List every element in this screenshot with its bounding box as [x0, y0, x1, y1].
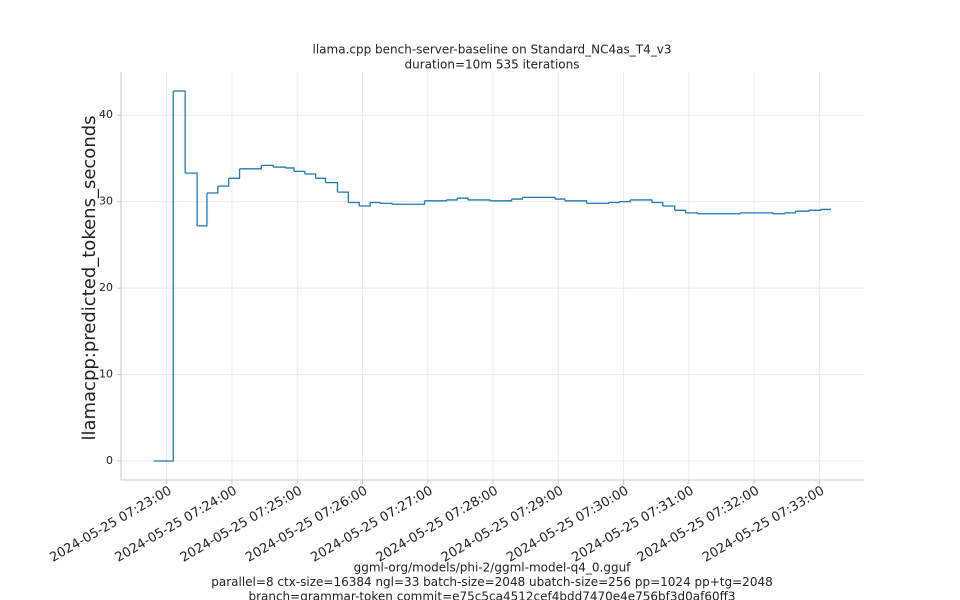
- x-tick-label: 2024-05-25 07:25:00: [178, 484, 305, 566]
- line-segment: [206, 186, 219, 194]
- x-tick-label: 2024-05-25 07:23:00: [47, 484, 174, 566]
- line-segment: [739, 212, 774, 214]
- y-tick-label: 0: [106, 454, 113, 467]
- x-tick-label: 2024-05-25 07:30:00: [504, 484, 631, 566]
- x-tick-label: 2024-05-25 07:32:00: [635, 484, 762, 566]
- line-segment: [197, 193, 208, 227]
- line-segment: [359, 202, 371, 207]
- line-segment: [228, 168, 241, 179]
- x-tick-label: 2024-05-25 07:27:00: [308, 484, 435, 566]
- y-tick-label: 20: [99, 281, 113, 294]
- y-tick-label: 10: [99, 368, 113, 381]
- line-segment: [651, 201, 664, 206]
- line-segment: [795, 210, 810, 212]
- line-segment: [457, 197, 469, 200]
- line-segment: [337, 191, 350, 203]
- line-segment: [185, 172, 198, 226]
- line-segment: [619, 199, 631, 203]
- line-segment: [173, 90, 186, 174]
- line-segment: [315, 177, 327, 183]
- line-segment: [820, 208, 831, 211]
- line-segment: [511, 197, 524, 200]
- line-segment: [153, 91, 174, 462]
- x-tick-label: 2024-05-25 07:24:00: [113, 484, 240, 566]
- line-segment: [772, 212, 786, 215]
- x-tick-label: 2024-05-25 07:31:00: [570, 484, 697, 566]
- line-segment: [586, 202, 610, 205]
- x-axis-label: branch=grammar-token commit=e75c5ca4512c…: [248, 590, 735, 600]
- line-segment: [608, 201, 620, 204]
- line-segment: [446, 198, 458, 201]
- line-segment: [630, 199, 653, 203]
- line-segment: [379, 202, 393, 205]
- line-segment: [662, 205, 676, 211]
- line-segment: [564, 200, 588, 204]
- line-segment: [370, 201, 381, 204]
- x-tick-label: 2024-05-25 07:33:00: [700, 484, 827, 566]
- line-segment: [217, 178, 230, 187]
- x-tick-label: 2024-05-25 07:28:00: [374, 484, 501, 566]
- y-tick-label: 40: [99, 108, 113, 121]
- y-axis-label: llamacpp:predicted_tokens_seconds: [79, 115, 100, 440]
- line-segment: [468, 199, 491, 201]
- line-segment: [424, 199, 447, 202]
- line-segment: [239, 165, 262, 170]
- line-segment: [674, 209, 687, 213]
- line-segment: [304, 173, 317, 179]
- line-segment: [325, 181, 339, 193]
- x-axis-label: parallel=8 ctx-size=16384 ngl=33 batch-s…: [211, 575, 772, 589]
- line-segment: [555, 198, 566, 201]
- x-tick-label: 2024-05-25 07:29:00: [439, 484, 566, 566]
- line-segment: [489, 199, 513, 202]
- line-segment: [293, 170, 306, 174]
- line-segment: [522, 196, 556, 200]
- chart-title: llama.cpp bench-server-baseline on Stand…: [313, 43, 672, 57]
- x-axis-label: ggml-org/models/phi-2/ggml-model-q4_0.gg…: [354, 561, 632, 575]
- line-segment: [285, 167, 295, 172]
- line-segment: [261, 164, 274, 168]
- y-tick-label: 30: [99, 195, 113, 208]
- line-segment: [784, 211, 797, 214]
- chart-subtitle: duration=10m 535 iterations: [405, 58, 580, 72]
- line-segment: [697, 212, 741, 215]
- line-segment: [273, 166, 286, 168]
- line-segment: [413, 200, 426, 205]
- x-tick-label: 2024-05-25 07:26:00: [243, 484, 370, 566]
- line-segment: [685, 212, 699, 214]
- line-segment: [348, 201, 360, 206]
- line-segment: [808, 209, 822, 211]
